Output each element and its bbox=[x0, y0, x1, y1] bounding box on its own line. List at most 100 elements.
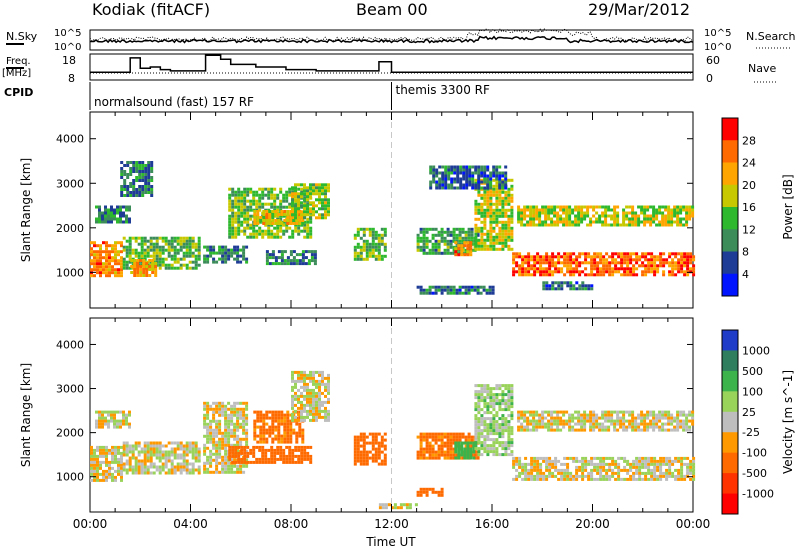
velocity-cell bbox=[117, 466, 120, 470]
velocity-cell bbox=[125, 453, 129, 457]
velocity-cell bbox=[242, 413, 246, 417]
velocity-cell bbox=[668, 468, 672, 472]
velocity-cell bbox=[455, 435, 459, 439]
power-cell bbox=[359, 227, 363, 231]
power-cell bbox=[652, 217, 656, 221]
power-cell bbox=[486, 235, 490, 239]
power-cell bbox=[265, 256, 269, 260]
power-cell bbox=[444, 186, 448, 190]
power-cell bbox=[446, 251, 450, 255]
velocity-cell bbox=[474, 444, 478, 448]
power-cell bbox=[520, 223, 524, 227]
power-cell bbox=[152, 236, 156, 240]
velocity-cell bbox=[152, 441, 156, 445]
velocity-cell bbox=[262, 413, 266, 417]
power-cell bbox=[483, 217, 487, 221]
velocity-cell bbox=[507, 432, 511, 436]
power-cell bbox=[150, 185, 154, 188]
velocity-cell bbox=[122, 416, 125, 420]
power-cell bbox=[151, 271, 155, 274]
power-cell bbox=[667, 208, 671, 212]
velocity-cell bbox=[512, 465, 516, 469]
velocity-cell bbox=[230, 419, 234, 423]
velocity-cell bbox=[692, 465, 696, 469]
power-cell bbox=[228, 187, 232, 191]
power-cell bbox=[489, 180, 493, 184]
power-cell bbox=[483, 244, 487, 248]
velocity-cell bbox=[315, 394, 318, 398]
power-cell bbox=[146, 254, 150, 258]
velocity-cell bbox=[102, 445, 105, 449]
power-cell bbox=[303, 192, 306, 196]
power-cell bbox=[455, 288, 459, 292]
power-cell bbox=[501, 244, 505, 248]
velocity-cell bbox=[620, 456, 624, 460]
power-cell bbox=[434, 233, 438, 237]
power-cell bbox=[309, 195, 312, 199]
power-cell bbox=[486, 193, 490, 197]
power-cell bbox=[498, 202, 502, 206]
power-cell bbox=[321, 216, 324, 220]
velocity-cell bbox=[215, 443, 219, 447]
power-cell bbox=[510, 214, 514, 218]
velocity-cell bbox=[256, 416, 260, 420]
velocity-cell bbox=[231, 445, 235, 449]
velocity-cell bbox=[131, 447, 135, 451]
power-cell bbox=[501, 196, 505, 200]
velocity-cell bbox=[90, 445, 93, 449]
velocity-cell bbox=[572, 456, 576, 460]
power-cell bbox=[164, 248, 168, 252]
velocity-cell bbox=[221, 458, 225, 462]
velocity-cell bbox=[548, 474, 552, 478]
power-cell bbox=[604, 214, 608, 218]
velocity-cell bbox=[477, 393, 481, 397]
power-cell bbox=[150, 167, 154, 170]
velocity-cell bbox=[303, 376, 306, 380]
power-cell bbox=[96, 253, 99, 257]
power-cell bbox=[312, 186, 315, 190]
velocity-cell bbox=[215, 452, 219, 456]
power-cell bbox=[641, 270, 645, 274]
power-cell bbox=[542, 284, 546, 288]
power-cell bbox=[676, 214, 680, 218]
velocity-cell bbox=[203, 401, 207, 405]
velocity-cell bbox=[542, 477, 546, 481]
velocity-cell bbox=[359, 453, 363, 457]
velocity-cell bbox=[374, 438, 378, 442]
velocity-cell bbox=[276, 451, 280, 455]
velocity-cell bbox=[623, 468, 627, 472]
power-cell bbox=[437, 233, 441, 237]
velocity-cell bbox=[108, 448, 111, 452]
velocity-cell bbox=[179, 462, 183, 466]
velocity-cell bbox=[383, 444, 387, 448]
velocity-cell bbox=[457, 441, 461, 445]
power-cell bbox=[613, 217, 617, 221]
power-cell bbox=[443, 239, 447, 243]
velocity-cell bbox=[297, 448, 301, 452]
power-cell bbox=[673, 214, 677, 218]
power-cell bbox=[228, 196, 232, 200]
velocity-cell bbox=[294, 418, 297, 422]
power-cell bbox=[155, 257, 159, 261]
power-cell bbox=[99, 256, 102, 260]
power-ylabel: Slant Range [km] bbox=[19, 158, 33, 262]
velocity-cell bbox=[623, 456, 627, 460]
power-cell bbox=[120, 173, 124, 176]
power-cell bbox=[486, 208, 490, 212]
velocity-cell bbox=[134, 468, 138, 472]
power-cell bbox=[249, 190, 253, 194]
velocity-cell bbox=[607, 413, 611, 417]
velocity-cell bbox=[230, 407, 234, 411]
power-cell bbox=[512, 252, 516, 256]
power-cell bbox=[312, 207, 315, 211]
power-cell bbox=[285, 193, 289, 197]
power-cell bbox=[149, 242, 153, 246]
power-cell bbox=[586, 205, 590, 209]
velocity-cell bbox=[472, 450, 476, 454]
power-cell bbox=[99, 262, 102, 266]
power-cell bbox=[419, 236, 423, 240]
power-cell bbox=[271, 256, 275, 260]
power-cell bbox=[529, 208, 533, 212]
velocity-cell bbox=[309, 454, 313, 458]
velocity-cell bbox=[578, 459, 582, 463]
